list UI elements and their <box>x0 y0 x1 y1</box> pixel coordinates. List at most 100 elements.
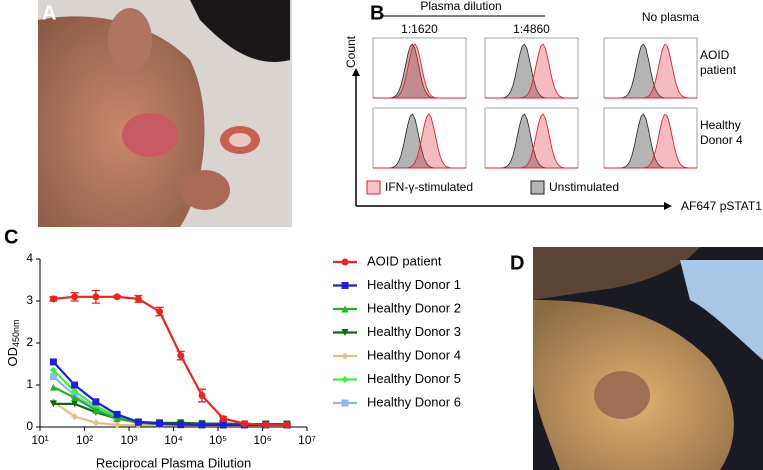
photo-d <box>533 247 763 470</box>
lesion <box>122 113 178 157</box>
legend-label: Healthy Donor 6 <box>367 394 461 409</box>
marker <box>134 295 142 303</box>
y-tick-label: 3 <box>26 293 33 307</box>
legend-swatch <box>366 180 381 195</box>
marker <box>49 383 57 391</box>
marker <box>198 392 206 399</box>
marker <box>92 419 100 427</box>
histogram-stimulated <box>604 43 697 99</box>
ear <box>108 8 152 72</box>
legend-marker <box>341 352 349 360</box>
marker <box>71 413 79 420</box>
x-tick-label: 10⁶ <box>253 433 271 447</box>
legend-label: Healthy Donor 4 <box>367 347 461 362</box>
marker <box>283 421 291 429</box>
marker <box>71 394 79 402</box>
histogram-stimulated <box>373 43 466 99</box>
panel-label: A <box>42 2 56 24</box>
legend-swatch <box>530 180 545 195</box>
column-label: 1:1620 <box>401 22 438 36</box>
row-label-box: Healthy Donor 4 <box>700 118 743 147</box>
marker <box>262 421 270 429</box>
histogram-stimulated <box>373 113 466 169</box>
column-label: 1:4860 <box>513 22 550 36</box>
marker <box>49 295 57 303</box>
x-tick-label: 10⁵ <box>209 433 227 447</box>
panel-label: B <box>370 2 384 24</box>
marker <box>49 366 57 374</box>
series-line <box>52 369 287 426</box>
y-tick-label: 0 <box>26 419 33 433</box>
lesion <box>180 170 230 210</box>
marker <box>134 418 142 426</box>
legend-label: AOID patient <box>367 253 442 268</box>
chart: C 0 1 2 3 4 10¹ 10² 10³ 10⁴ 10⁵ 10⁶ 10⁷ Reciprocal Pl… <box>4 226 461 470</box>
mask <box>680 260 763 360</box>
marker <box>71 387 79 395</box>
marker <box>71 381 79 389</box>
legend-label: Healthy Donor 2 <box>367 300 461 315</box>
x-tick-label: 10⁷ <box>298 433 316 447</box>
marker <box>113 421 121 429</box>
marker <box>71 293 79 301</box>
marker <box>49 373 57 381</box>
marker <box>113 415 121 423</box>
marker <box>156 308 164 315</box>
face <box>533 247 700 300</box>
dressing-center <box>229 133 251 147</box>
face <box>38 16 205 227</box>
x-tick-label: 10⁴ <box>164 433 183 447</box>
marker <box>49 400 57 408</box>
lesion <box>594 371 650 419</box>
marker <box>113 410 121 418</box>
legend-marker <box>341 282 349 289</box>
panel-label: D <box>510 252 524 274</box>
histogram-unstimulated <box>604 43 697 99</box>
hair <box>38 0 290 62</box>
legend-label: Unstimulated <box>549 180 619 194</box>
y-tick-label: 1 <box>26 377 33 391</box>
legend-marker <box>341 329 349 336</box>
histogram-unstimulated <box>604 113 697 169</box>
histogram-grid: 1:1620 1:4860 No plasma AOID patient Healthy… <box>366 10 743 195</box>
marker <box>177 352 185 360</box>
marker <box>92 406 100 414</box>
legend-label: Healthy Donor 3 <box>367 324 461 339</box>
y-tick-label: 4 <box>26 251 33 265</box>
row-label: AOID patient <box>700 48 737 77</box>
y-label-main: OD <box>5 347 20 367</box>
row-label-box: AOID patient <box>700 48 737 77</box>
marker <box>156 420 164 428</box>
legend-label: Healthy Donor 1 <box>367 277 461 292</box>
legend-marker <box>341 305 349 313</box>
series-line <box>53 295 287 426</box>
marker <box>92 398 100 406</box>
legend-label: IFN-γ-stimulated <box>385 180 473 194</box>
marker <box>219 415 227 423</box>
marker <box>177 420 185 428</box>
histogram-stimulated <box>485 43 578 99</box>
marker <box>113 293 121 301</box>
legend-marker <box>341 376 349 383</box>
x-tick-label: 10³ <box>120 433 137 447</box>
histogram-stimulated <box>604 113 697 169</box>
photo-a <box>38 0 292 227</box>
legend-label: Healthy Donor 5 <box>367 371 461 386</box>
column-label: No plasma <box>642 10 700 24</box>
legend-marker <box>341 399 349 407</box>
row-label: Healthy Donor 4 <box>700 118 743 147</box>
x-tick-label: 10¹ <box>31 433 48 447</box>
panel-label: C <box>4 226 18 248</box>
marker <box>198 421 206 429</box>
y-label-subscript: 450nm <box>11 319 21 347</box>
series-line <box>52 361 287 426</box>
marker <box>219 421 227 429</box>
legend-marker <box>341 258 349 266</box>
marker <box>49 358 57 366</box>
y-tick-label: 2 <box>26 335 33 349</box>
series-line <box>52 386 287 426</box>
y-axis-label: OD450nm <box>5 319 21 366</box>
histogram-stimulated <box>485 113 578 169</box>
